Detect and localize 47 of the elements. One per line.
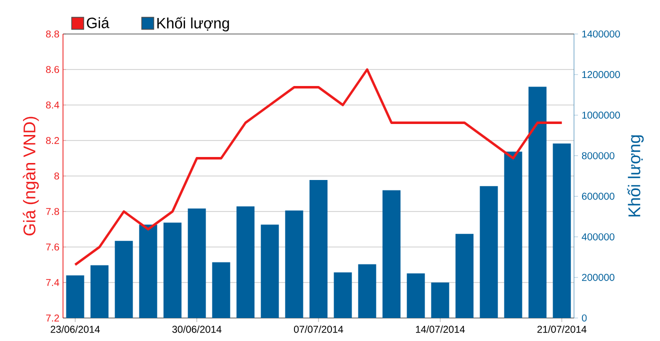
y2-tick-label: 200000: [582, 274, 614, 281]
legend-label: Giá: [86, 17, 110, 28]
y2-tick-label: 600000: [582, 192, 614, 200]
bar: [285, 210, 304, 318]
bar: [406, 273, 425, 318]
y-tick-label: 8: [54, 172, 60, 180]
y-axis-title: Giá (ngàn VND): [22, 116, 39, 236]
bar: [480, 186, 498, 318]
bar: [164, 222, 182, 318]
y2-tick-label: 1000000: [582, 112, 620, 119]
bar: [236, 206, 255, 318]
bar: [260, 224, 279, 318]
bar: [334, 272, 352, 318]
x-tick-label: 07/07/2014: [294, 326, 344, 333]
y-tick-label: 7.4: [46, 279, 60, 286]
y-tick-label: 7.8: [46, 208, 60, 216]
bar: [66, 275, 84, 318]
bar: [139, 224, 158, 318]
bar: [212, 262, 230, 318]
y2-tick-label: 0: [582, 314, 587, 322]
x-tick-label: 21/07/2014: [537, 326, 586, 333]
bar: [528, 86, 547, 318]
bar: [90, 265, 109, 318]
y2-tick-label: 1200000: [582, 71, 620, 78]
bar: [431, 282, 450, 318]
x-tick-label: 23/06/2014: [50, 326, 100, 333]
bar: [114, 240, 133, 318]
x-tick-label: 30/06/2014: [172, 326, 222, 333]
y-tick-label: 7.2: [46, 314, 59, 322]
bar: [382, 190, 401, 318]
x-tick-label: 14/07/2014: [416, 326, 465, 333]
bar: [310, 180, 328, 318]
bar: [552, 144, 571, 318]
bar: [456, 234, 474, 318]
legend-label: Khối lượng: [157, 16, 229, 32]
y2-tick-label: 400000: [582, 233, 614, 240]
y2-axis-title: Khối lượng: [627, 135, 644, 216]
y2-tick-label: 1400000: [582, 30, 620, 38]
y-tick-label: 7.6: [46, 243, 60, 251]
bar: [358, 264, 376, 318]
y-tick-label: 8.8: [46, 30, 60, 38]
bar: [188, 208, 206, 318]
y-tick-label: 8.4: [46, 101, 60, 109]
y-tick-label: 8.6: [46, 66, 60, 74]
y2-tick-label: 800000: [582, 152, 614, 160]
bar: [504, 152, 522, 318]
y-tick-label: 8.2: [46, 136, 59, 144]
